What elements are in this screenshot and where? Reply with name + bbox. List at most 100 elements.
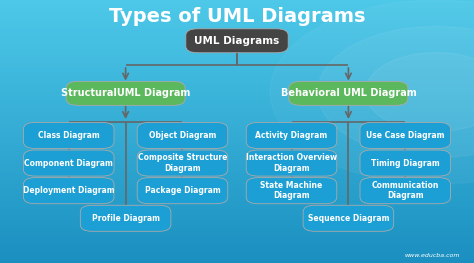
Circle shape <box>365 53 474 132</box>
Bar <box>0 209 474 210</box>
Bar <box>0 178 474 179</box>
Bar <box>0 150 474 151</box>
FancyBboxPatch shape <box>23 123 114 148</box>
FancyBboxPatch shape <box>246 123 337 148</box>
Bar <box>0 247 474 249</box>
Bar <box>0 87 474 88</box>
Bar <box>0 88 474 89</box>
Bar <box>0 83 474 84</box>
Bar <box>0 234 474 235</box>
Bar <box>0 21 474 22</box>
Bar <box>0 227 474 229</box>
Text: Profile Diagram: Profile Diagram <box>91 214 160 223</box>
Bar <box>0 101 474 103</box>
Bar <box>0 41 474 42</box>
Bar <box>0 63 474 64</box>
Bar <box>0 204 474 205</box>
Text: Sequence Diagram: Sequence Diagram <box>308 214 389 223</box>
Bar <box>0 38 474 39</box>
Bar <box>0 75 474 76</box>
Bar <box>0 1 474 3</box>
Bar <box>0 216 474 217</box>
Text: Deployment Diagram: Deployment Diagram <box>23 186 115 195</box>
Bar <box>0 112 474 113</box>
FancyBboxPatch shape <box>137 150 228 176</box>
Text: Class Diagram: Class Diagram <box>38 131 100 140</box>
Bar <box>0 212 474 213</box>
Bar <box>0 254 474 255</box>
Bar <box>0 188 474 189</box>
Bar <box>0 64 474 66</box>
Bar <box>0 34 474 36</box>
Bar <box>0 149 474 150</box>
Bar <box>0 13 474 14</box>
Bar <box>0 84 474 85</box>
FancyBboxPatch shape <box>23 178 114 204</box>
Bar <box>0 164 474 166</box>
Text: Behavioral UML Diagram: Behavioral UML Diagram <box>281 88 416 98</box>
Bar <box>0 67 474 68</box>
Bar <box>0 174 474 175</box>
Bar <box>0 114 474 116</box>
Bar <box>0 183 474 184</box>
Bar <box>0 18 474 20</box>
Bar <box>0 250 474 251</box>
Bar <box>0 12 474 13</box>
Bar <box>0 43 474 45</box>
Bar <box>0 17 474 18</box>
Bar <box>0 117 474 118</box>
Bar <box>0 218 474 220</box>
Bar <box>0 166 474 167</box>
Bar <box>0 137 474 138</box>
Bar <box>0 58 474 59</box>
Bar <box>0 95 474 96</box>
Bar <box>0 231 474 233</box>
Bar <box>0 130 474 132</box>
Bar <box>0 242 474 243</box>
Bar <box>0 172 474 174</box>
Bar <box>0 155 474 156</box>
Bar <box>0 76 474 78</box>
Bar <box>0 224 474 225</box>
Bar <box>0 60 474 62</box>
Bar <box>0 251 474 252</box>
Bar <box>0 96 474 97</box>
Bar <box>0 80 474 82</box>
Bar <box>0 78 474 79</box>
Bar <box>0 213 474 214</box>
Bar <box>0 214 474 216</box>
Bar <box>0 142 474 143</box>
Bar <box>0 7 474 8</box>
Bar <box>0 93 474 95</box>
Bar <box>0 97 474 99</box>
Bar <box>0 104 474 105</box>
Bar <box>0 26 474 28</box>
Bar <box>0 100 474 101</box>
FancyBboxPatch shape <box>66 82 185 105</box>
Bar <box>0 168 474 170</box>
Text: State Machine
Diagram: State Machine Diagram <box>260 181 323 200</box>
Bar <box>0 99 474 100</box>
Bar <box>0 42 474 43</box>
Bar <box>0 59 474 60</box>
FancyBboxPatch shape <box>360 150 450 176</box>
Bar <box>0 200 474 201</box>
Bar <box>0 22 474 24</box>
Bar <box>0 238 474 239</box>
Text: Package Diagram: Package Diagram <box>145 186 220 195</box>
Bar <box>0 3 474 4</box>
Bar <box>0 46 474 47</box>
Bar <box>0 196 474 197</box>
Bar <box>0 32 474 33</box>
Text: Use Case Diagram: Use Case Diagram <box>366 131 445 140</box>
Bar <box>0 220 474 221</box>
Bar <box>0 185 474 187</box>
Text: Interaction Overview
Diagram: Interaction Overview Diagram <box>246 153 337 173</box>
Bar <box>0 176 474 178</box>
Bar <box>0 132 474 133</box>
Bar <box>0 230 474 231</box>
Bar <box>0 171 474 172</box>
Text: Timing Diagram: Timing Diagram <box>371 159 440 168</box>
Bar <box>0 163 474 164</box>
Bar <box>0 193 474 195</box>
